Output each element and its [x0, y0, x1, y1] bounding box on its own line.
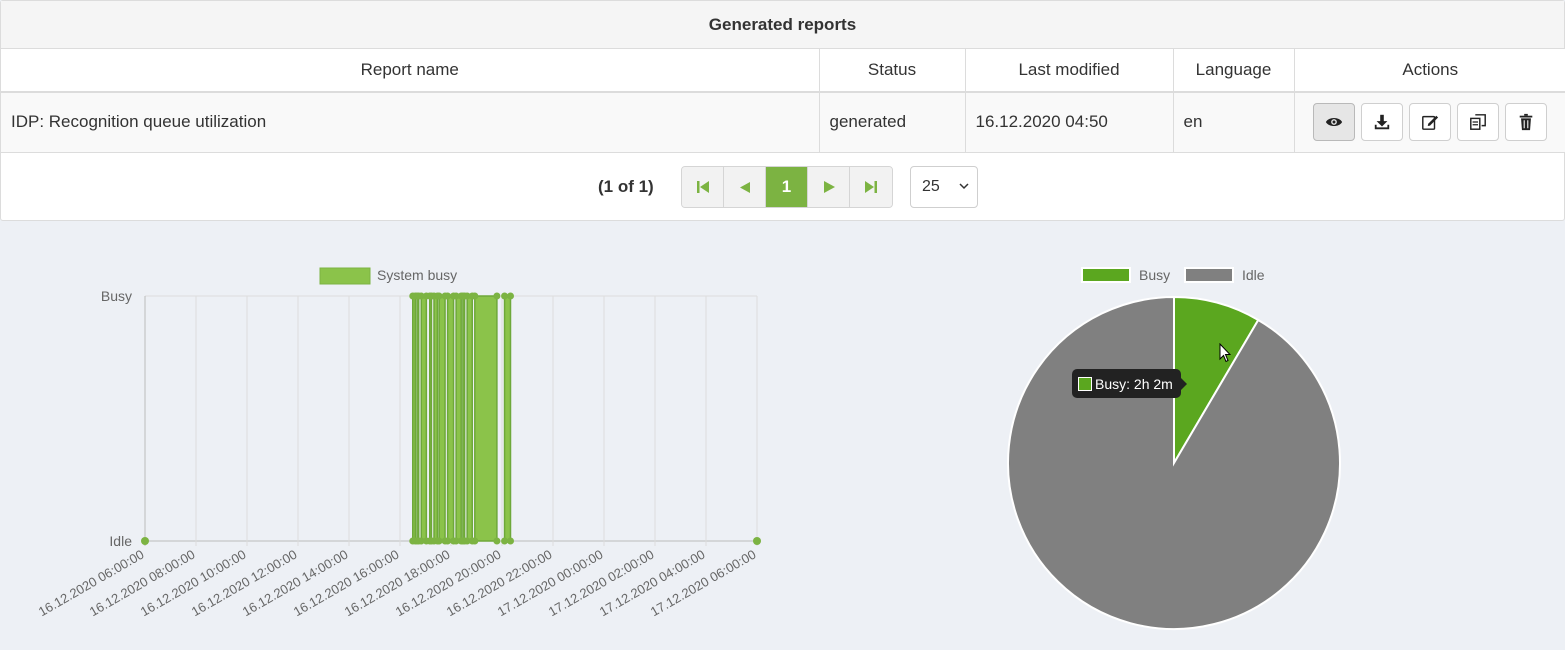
reports-panel: Generated reports Report name Status Las… — [0, 0, 1565, 221]
reports-table: Report name Status Last modified Languag… — [1, 49, 1565, 153]
busy-interval-bar — [503, 295, 512, 542]
download-icon — [1374, 115, 1389, 130]
delete-button[interactable] — [1504, 103, 1547, 142]
view-button[interactable] — [1312, 103, 1355, 142]
busy-interval-bar — [438, 295, 446, 542]
column-header-language[interactable]: Language — [1173, 49, 1295, 93]
busy-interval-bar — [446, 295, 455, 542]
data-point — [463, 537, 471, 545]
last-page-button[interactable] — [850, 167, 892, 207]
busy-interval-bar — [462, 295, 466, 542]
legend-swatch-idle — [1184, 267, 1234, 283]
busy-interval-bar — [412, 295, 417, 542]
mouse-cursor-icon — [1219, 343, 1231, 363]
rows-per-page-value: 25 — [922, 178, 940, 195]
data-point — [444, 537, 452, 545]
actions-cell — [1294, 92, 1565, 153]
copy-icon — [1469, 114, 1486, 131]
legend-label-idle: Idle — [1242, 267, 1265, 283]
data-point — [435, 537, 443, 545]
data-point — [493, 537, 501, 545]
prev-page-icon — [739, 182, 750, 193]
y-tick-label: Idle — [109, 533, 132, 549]
prev-page-button[interactable] — [724, 167, 766, 207]
busy-interval-bar — [420, 295, 428, 542]
rows-per-page-select[interactable]: 25 — [910, 166, 978, 208]
next-page-icon — [823, 181, 835, 193]
trash-icon — [1519, 114, 1532, 131]
busy-interval-bar — [429, 295, 433, 542]
data-point — [507, 292, 514, 300]
next-page-button[interactable] — [808, 167, 850, 207]
legend-swatch-system-busy — [319, 267, 371, 285]
busy-interval-bar — [474, 295, 498, 542]
page-buttons: 1 — [681, 166, 893, 208]
busy-timeline-svg: System busy 16.12.2020 06:00:0016.12.202… — [36, 267, 761, 619]
busy-idle-pie-chart: Busy Idle — [780, 221, 1565, 650]
legend-label-system-busy: System busy — [377, 267, 457, 283]
last-page-icon — [865, 181, 877, 193]
status-cell: generated — [819, 92, 966, 153]
data-point — [463, 292, 471, 300]
page-info: (1 of 1) — [598, 177, 654, 196]
view-icon — [1325, 118, 1342, 127]
page-1-button[interactable]: 1 — [766, 167, 808, 207]
data-point — [501, 292, 509, 300]
busy-interval-bar — [433, 295, 439, 542]
busy-idle-pie-svg: Busy Idle — [1007, 267, 1341, 630]
paginator: (1 of 1) 1 25 — [1, 153, 1564, 221]
data-point — [471, 292, 479, 300]
pie-slice-busy[interactable] — [1173, 295, 1260, 467]
column-header-actions: Actions — [1294, 49, 1565, 93]
tooltip-text: Busy: 2h 2m — [1095, 375, 1173, 392]
download-button[interactable] — [1360, 103, 1403, 142]
busy-interval-bar — [466, 295, 473, 542]
data-point — [452, 292, 460, 300]
busy-interval-bar — [455, 295, 462, 542]
data-point — [417, 537, 425, 545]
first-page-button[interactable] — [682, 167, 724, 207]
pie-tooltip: Busy: 2h 2m — [1072, 369, 1187, 398]
last-modified-cell: 16.12.2020 04:50 — [965, 92, 1174, 153]
panel-title: Generated reports — [1, 1, 1564, 49]
table-row[interactable]: IDP: Recognition queue utilization gener… — [1, 92, 1565, 153]
data-point — [141, 537, 149, 545]
column-header-status[interactable]: Status — [819, 49, 966, 93]
copy-button[interactable] — [1456, 103, 1499, 142]
data-point — [507, 537, 514, 545]
busy-interval-bar — [416, 295, 420, 542]
data-point — [444, 292, 452, 300]
legend-swatch-busy — [1081, 267, 1131, 283]
data-point — [452, 537, 460, 545]
tooltip-swatch — [1078, 376, 1092, 391]
language-cell: en — [1173, 92, 1295, 153]
edit-icon — [1421, 115, 1438, 131]
legend-label-busy: Busy — [1139, 267, 1170, 283]
data-point — [493, 292, 501, 300]
data-point — [753, 537, 761, 545]
table-header-row: Report name Status Last modified Languag… — [1, 49, 1565, 93]
busy-timeline-chart: System busy 16.12.2020 06:00:00 16.12.202… — [0, 221, 780, 650]
data-point — [417, 292, 425, 300]
data-point — [435, 292, 443, 300]
first-page-icon — [696, 181, 709, 193]
data-point — [471, 537, 479, 545]
column-header-last-modified[interactable]: Last modified — [965, 49, 1174, 93]
edit-button[interactable] — [1408, 103, 1451, 142]
y-tick-label: Busy — [101, 288, 132, 304]
data-point — [501, 537, 509, 545]
report-name-cell: IDP: Recognition queue utilization — [1, 92, 820, 153]
chevron-down-icon — [959, 183, 969, 190]
column-header-report-name[interactable]: Report name — [1, 49, 820, 93]
pie-slice-idle[interactable] — [1007, 295, 1341, 630]
